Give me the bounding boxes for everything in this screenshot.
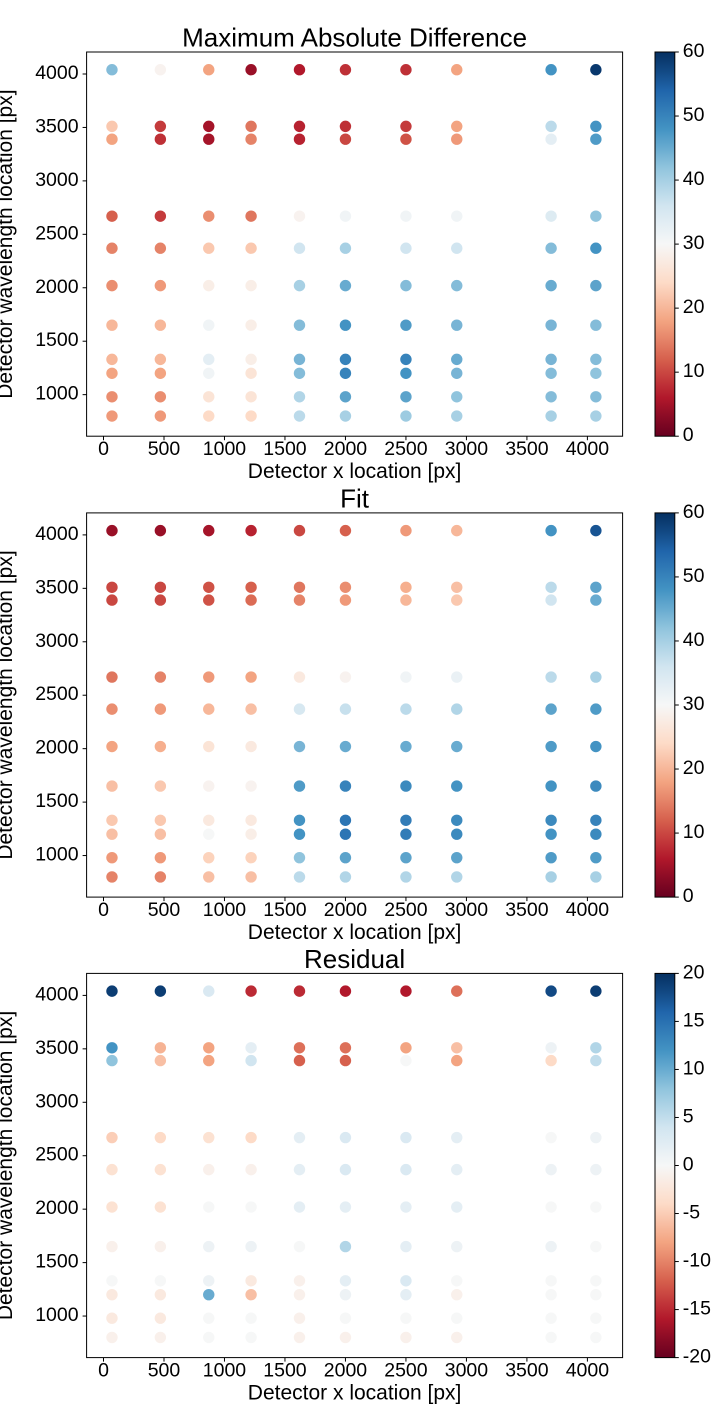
svg-text:2500: 2500 [384,438,428,460]
svg-text:0: 0 [98,899,109,921]
svg-text:50: 50 [683,565,705,587]
svg-text:60: 60 [683,40,705,62]
svg-text:10: 10 [683,360,705,382]
svg-text:1500: 1500 [35,1251,79,1273]
svg-text:2000: 2000 [324,899,368,921]
svg-text:5: 5 [683,1105,694,1127]
svg-text:0: 0 [683,424,694,446]
svg-text:30: 30 [683,232,705,254]
svg-text:1000: 1000 [35,383,79,405]
svg-text:Maximum Absolute Difference: Maximum Absolute Difference [182,23,527,53]
svg-text:3500: 3500 [505,899,549,921]
svg-text:3000: 3000 [35,169,79,191]
svg-text:2500: 2500 [384,899,428,921]
svg-text:20: 20 [683,757,705,779]
svg-text:2500: 2500 [35,222,79,244]
svg-text:0: 0 [98,1360,109,1382]
svg-text:3500: 3500 [35,576,79,598]
svg-text:10: 10 [683,1057,705,1079]
svg-text:4000: 4000 [35,523,79,545]
svg-text:-15: -15 [683,1298,711,1320]
svg-text:4000: 4000 [566,899,610,921]
svg-text:2000: 2000 [324,1360,368,1382]
svg-text:40: 40 [683,168,705,190]
svg-text:Detector x location [px]: Detector x location [px] [248,1382,462,1405]
svg-text:50: 50 [683,104,705,126]
svg-text:3500: 3500 [35,115,79,137]
svg-text:2500: 2500 [35,1144,79,1166]
svg-text:60: 60 [683,501,705,523]
svg-text:20: 20 [683,961,705,983]
svg-text:1500: 1500 [263,1360,307,1382]
svg-text:4000: 4000 [35,62,79,84]
svg-text:2000: 2000 [35,737,79,759]
svg-text:1000: 1000 [203,899,247,921]
svg-text:500: 500 [148,438,181,460]
svg-text:2000: 2000 [35,276,79,298]
svg-text:Detector wavelength location [: Detector wavelength location [px] [0,1011,17,1320]
svg-text:30: 30 [683,693,705,715]
svg-text:20: 20 [683,296,705,318]
svg-text:10: 10 [683,821,705,843]
svg-text:1000: 1000 [203,1360,247,1382]
svg-text:4000: 4000 [566,438,610,460]
svg-text:Residual: Residual [304,944,405,974]
svg-text:3000: 3000 [445,1360,489,1382]
svg-text:1000: 1000 [203,438,247,460]
svg-text:500: 500 [148,1360,181,1382]
svg-text:Fit: Fit [340,483,370,513]
svg-text:Detector wavelength location [: Detector wavelength location [px] [0,550,17,859]
svg-text:15: 15 [683,1009,705,1031]
svg-text:1500: 1500 [263,899,307,921]
svg-text:1500: 1500 [35,329,79,351]
svg-text:1000: 1000 [35,844,79,866]
svg-text:1500: 1500 [263,438,307,460]
svg-text:Detector x location [px]: Detector x location [px] [248,921,462,944]
svg-text:1000: 1000 [35,1304,79,1326]
svg-text:500: 500 [148,899,181,921]
svg-text:40: 40 [683,629,705,651]
svg-text:-20: -20 [683,1346,711,1368]
svg-text:3500: 3500 [35,1037,79,1059]
svg-text:-10: -10 [683,1250,711,1272]
svg-text:4000: 4000 [566,1360,610,1382]
svg-text:-5: -5 [683,1202,700,1224]
svg-text:3000: 3000 [445,899,489,921]
svg-text:3000: 3000 [35,1090,79,1112]
svg-text:Detector x location [px]: Detector x location [px] [248,460,462,483]
svg-text:4000: 4000 [35,983,79,1005]
svg-text:3500: 3500 [505,438,549,460]
svg-text:1500: 1500 [35,790,79,812]
svg-text:3000: 3000 [445,438,489,460]
svg-text:3500: 3500 [505,1360,549,1382]
svg-text:2000: 2000 [35,1197,79,1219]
svg-text:0: 0 [683,1154,694,1176]
svg-text:0: 0 [683,885,694,907]
svg-text:0: 0 [98,438,109,460]
svg-text:2000: 2000 [324,438,368,460]
svg-text:2500: 2500 [384,1360,428,1382]
svg-text:3000: 3000 [35,630,79,652]
svg-text:Detector wavelength location [: Detector wavelength location [px] [0,89,17,398]
svg-text:2500: 2500 [35,683,79,705]
